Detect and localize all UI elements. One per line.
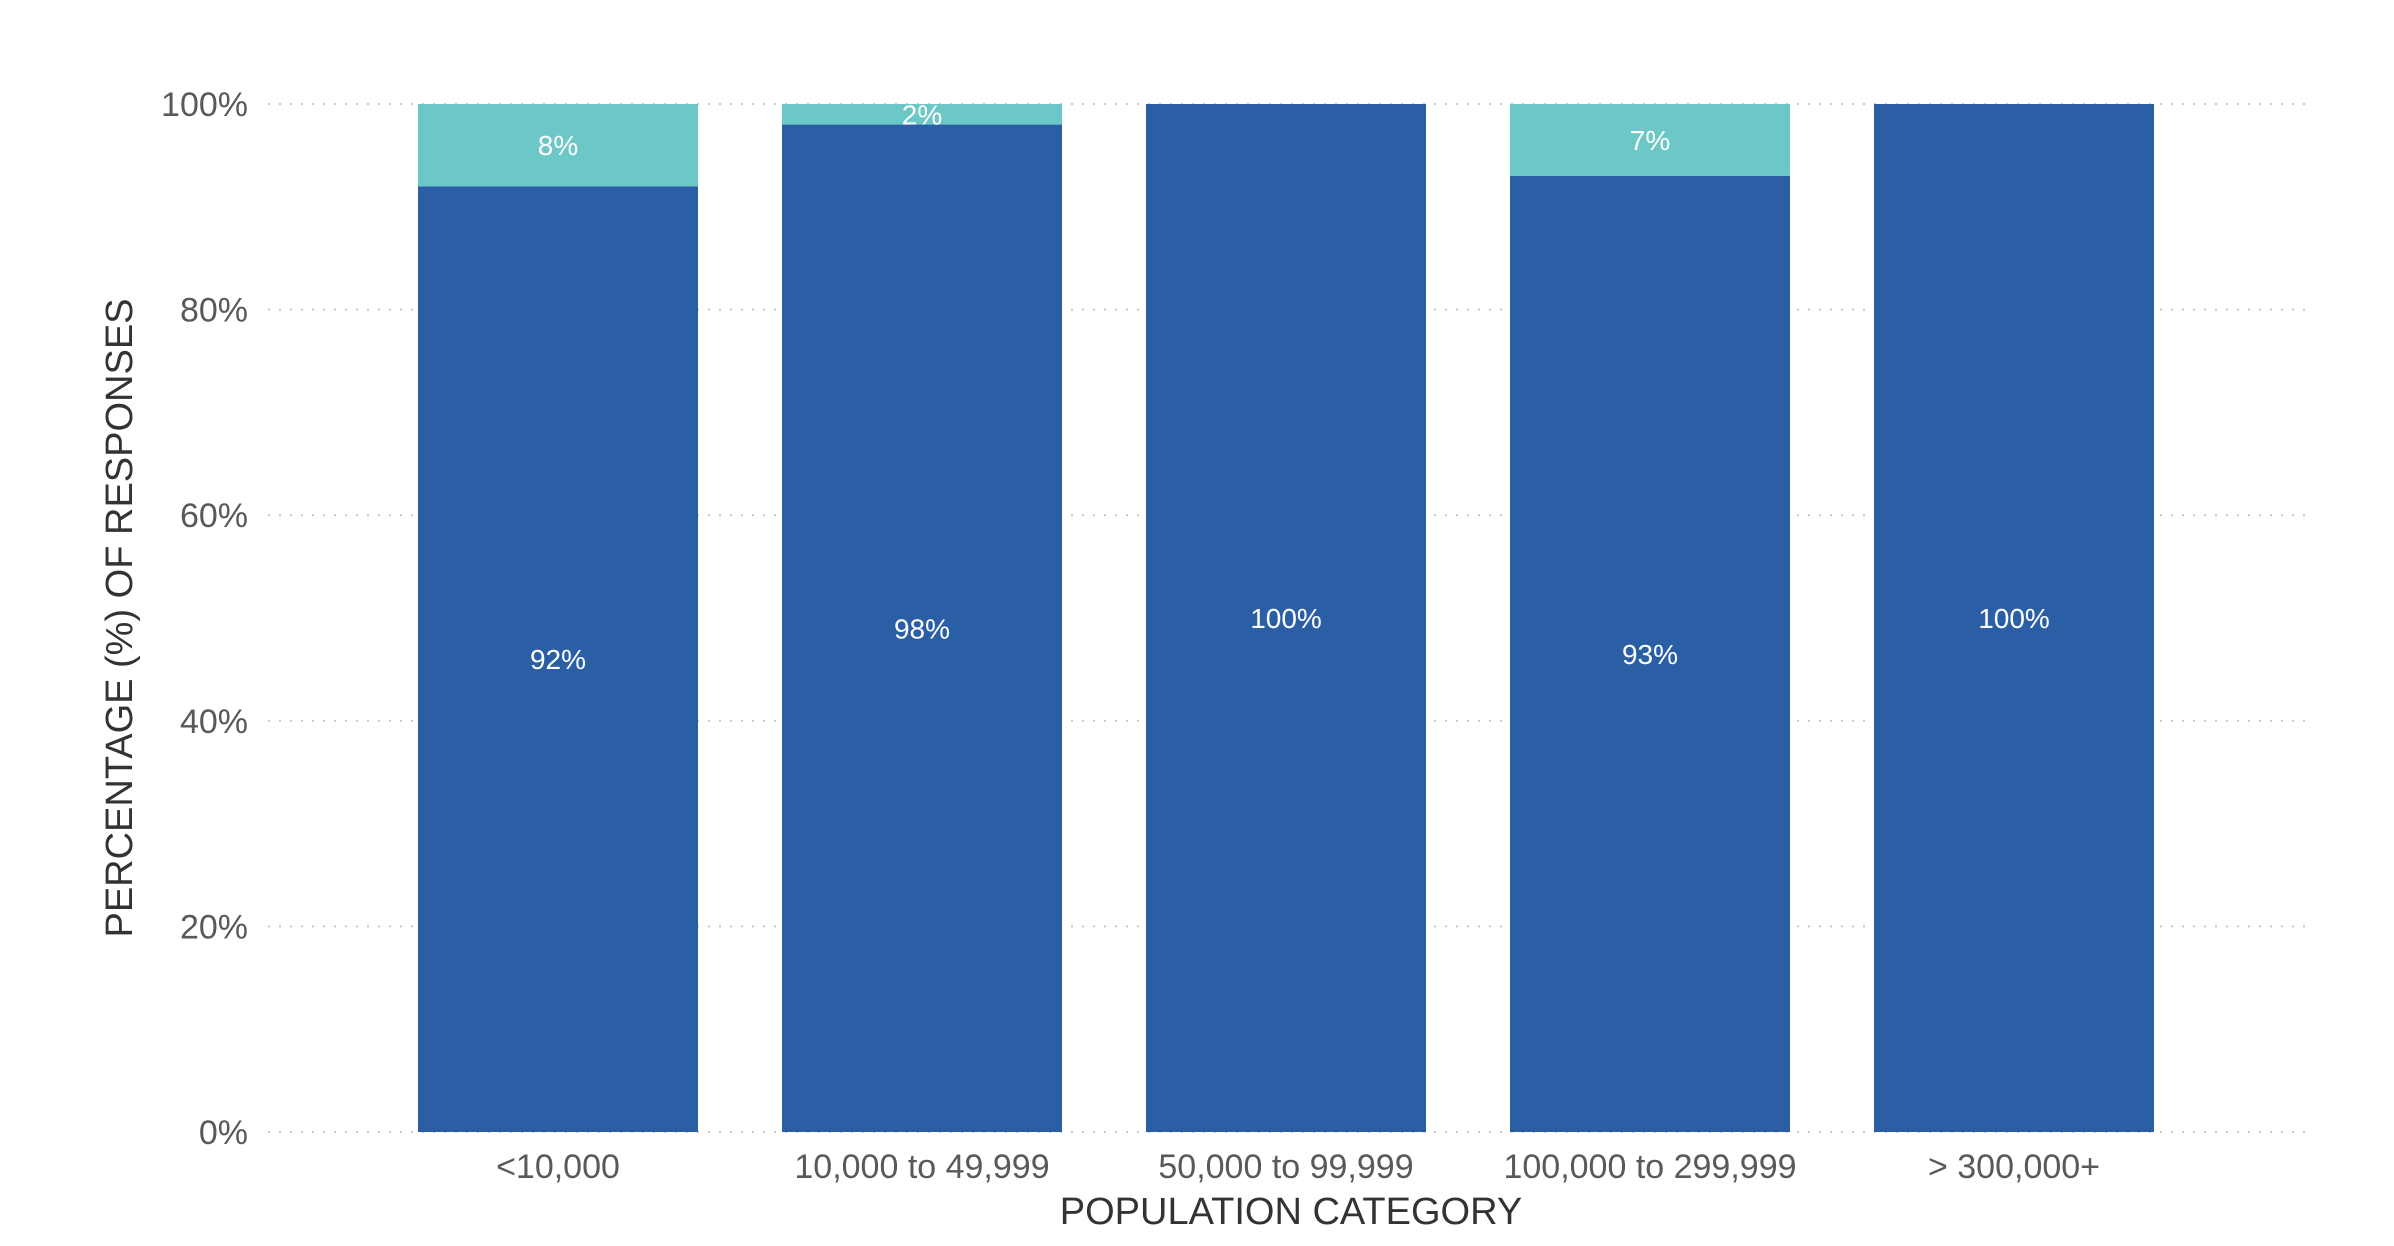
- bar-segment: [782, 104, 1062, 125]
- data-label: 93%: [1622, 639, 1678, 670]
- data-label: 2%: [902, 99, 942, 130]
- data-label: 7%: [1630, 125, 1670, 156]
- x-tick-label: 50,000 to 99,999: [1158, 1148, 1413, 1186]
- bar-segment: [1510, 104, 1790, 176]
- x-tick-label: > 300,000+: [1928, 1148, 2100, 1186]
- x-tick-label: <10,000: [496, 1148, 620, 1186]
- x-axis-ticks: <10,000 10,000 to 49,999 50,000 to 99,999 1…: [496, 1148, 2100, 1186]
- bar-segment: [1146, 104, 1426, 1132]
- bar-segment: [1874, 104, 2154, 1132]
- data-label: 100%: [1250, 603, 1322, 634]
- y-tick-label: 80%: [180, 292, 248, 330]
- bars: 92% 8% 98% 2% 100% 93% 7% 100%: [418, 99, 2154, 1133]
- y-tick-label: 100%: [161, 86, 248, 124]
- y-axis-ticks: 0% 20% 40% 60% 80% 100%: [161, 86, 248, 1152]
- bar-segment: [418, 186, 698, 1133]
- x-tick-label: 100,000 to 299,999: [1503, 1148, 1796, 1186]
- y-tick-label: 60%: [180, 497, 248, 535]
- y-tick-label: 40%: [180, 703, 248, 741]
- x-axis-title: POPULATION CATEGORY: [1060, 1191, 1522, 1233]
- data-label: 8%: [538, 130, 578, 161]
- y-tick-label: 0%: [199, 1114, 248, 1152]
- data-label: 98%: [894, 613, 950, 644]
- x-tick-label: 10,000 to 49,999: [794, 1148, 1049, 1186]
- bar-segment: [418, 104, 698, 187]
- data-label: 100%: [1978, 603, 2050, 634]
- data-label: 92%: [530, 644, 586, 675]
- y-axis-title: PERCENTAGE (%) OF RESPONSES: [99, 298, 141, 937]
- bar-segment: [782, 124, 1062, 1132]
- y-tick-label: 20%: [180, 908, 248, 946]
- bar-segment: [1510, 175, 1790, 1132]
